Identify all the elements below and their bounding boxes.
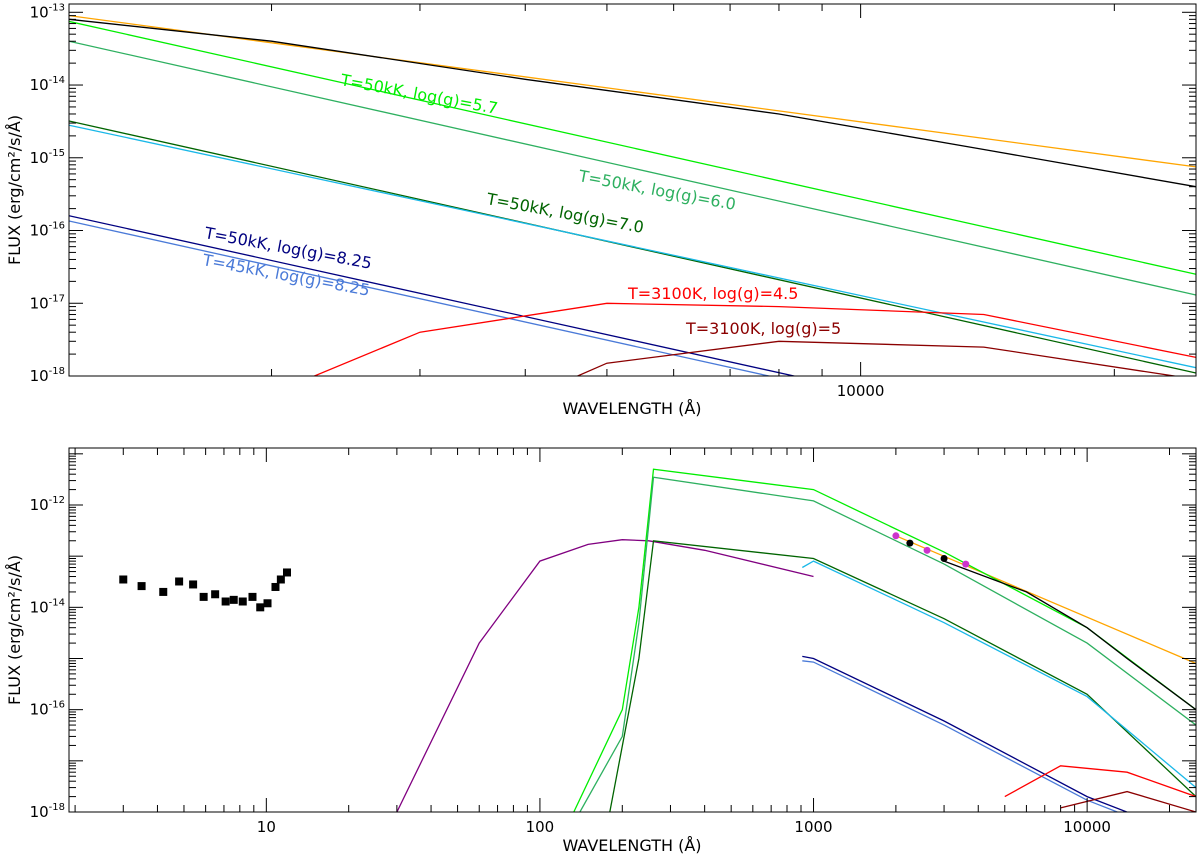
- data-point-square: [175, 577, 184, 586]
- y-tick-base: 10: [30, 496, 49, 514]
- data-point-square: [271, 582, 280, 591]
- data-point-square: [221, 597, 230, 606]
- series-line-0-8: [575, 340, 1179, 376]
- data-point-square: [189, 580, 198, 589]
- y-tick-base: 10: [30, 3, 49, 21]
- series-line-1-9: [1060, 790, 1196, 812]
- series-line-1-0: [396, 539, 814, 812]
- data-point-square: [159, 587, 168, 596]
- y-tick-base: 10: [30, 149, 49, 167]
- series-line-0-0: [69, 14, 1196, 168]
- photometry-point: [923, 546, 931, 554]
- data-point-square: [211, 590, 220, 599]
- curve-label: T=50kK, log(g)=5.7: [338, 70, 499, 118]
- y-tick-exponent: -17: [49, 293, 65, 304]
- y-tick-label: 10-18: [30, 366, 65, 385]
- y-tick-label: 10-12: [30, 495, 65, 514]
- y-tick-exponent: -15: [49, 148, 65, 159]
- curve-label: T=3100K, log(g)=5: [685, 319, 841, 338]
- y-tick-exponent: -14: [49, 597, 65, 608]
- y-tick-label: 10-16: [30, 700, 65, 719]
- series-line-1-7: [802, 660, 1120, 812]
- photometry-point: [940, 555, 948, 563]
- series-line-0-6: [69, 220, 772, 376]
- bottom-plot-frame: [68, 447, 1197, 813]
- x-tick-label: 100: [526, 818, 555, 836]
- series-line-1-2: [573, 468, 1196, 812]
- y-tick-label: 10-16: [30, 221, 65, 240]
- series-line-0-4: [69, 124, 1196, 369]
- y-tick-base: 10: [30, 222, 49, 240]
- data-point-square: [276, 575, 285, 584]
- x-tick-label: 10: [257, 818, 276, 836]
- series-line-1-10: [943, 560, 1196, 711]
- y-tick-exponent: -12: [49, 495, 65, 506]
- y-tick-label: 10-13: [30, 2, 65, 21]
- series-line-0-2: [69, 40, 1196, 296]
- series-line-0-9: [69, 18, 1196, 188]
- y-tick-base: 10: [30, 367, 49, 385]
- curve-label: T=50kK, log(g)=7.0: [484, 189, 645, 237]
- data-point-square: [199, 592, 208, 601]
- series-line-1-6: [802, 655, 1129, 812]
- data-point-square: [263, 599, 272, 608]
- series-line-0-5: [69, 215, 797, 376]
- data-point-square: [229, 595, 238, 604]
- y-tick-exponent: -18: [49, 802, 65, 813]
- y-tick-label: 10-18: [30, 802, 65, 821]
- y-tick-label: 10-17: [30, 293, 65, 312]
- photometry-point: [962, 560, 970, 568]
- x-tick-label: 1000: [794, 818, 832, 836]
- series-line-0-7: [312, 302, 1196, 376]
- y-tick-base: 10: [30, 294, 49, 312]
- bottom-y-axis-title: FLUX (erg/cm²/s/Å): [5, 555, 24, 705]
- x-tick-label: 10000: [1063, 818, 1111, 836]
- x-tick-label: 10000: [837, 382, 885, 400]
- y-tick-base: 10: [30, 76, 49, 94]
- series-line-1-8: [1004, 765, 1196, 798]
- y-tick-exponent: -16: [49, 221, 65, 232]
- photometry-point: [906, 539, 914, 547]
- y-tick-label: 10-14: [30, 75, 65, 94]
- series-line-1-3: [579, 476, 1196, 812]
- series-line-0-1: [69, 20, 1196, 275]
- y-tick-exponent: -16: [49, 700, 65, 711]
- data-point-square: [283, 568, 292, 577]
- y-tick-base: 10: [30, 598, 49, 616]
- data-point-square: [238, 597, 247, 606]
- data-point-square: [137, 582, 146, 591]
- series-line-1-4: [609, 540, 1196, 812]
- y-tick-exponent: -14: [49, 75, 65, 86]
- y-tick-base: 10: [30, 701, 49, 719]
- data-point-square: [119, 575, 128, 584]
- series-line-1-5: [801, 560, 1196, 789]
- series-line-1-1: [895, 535, 1196, 665]
- y-tick-exponent: -13: [49, 2, 65, 13]
- curve-label: T=3100K, log(g)=4.5: [627, 284, 798, 303]
- data-point-square: [256, 603, 265, 612]
- top-x-axis-title: WAVELENGTH (Å): [562, 399, 701, 418]
- photometry-point: [892, 532, 900, 540]
- y-tick-base: 10: [30, 803, 49, 821]
- top-plot-frame: [68, 3, 1197, 377]
- y-tick-label: 10-14: [30, 597, 65, 616]
- data-point-square: [248, 592, 257, 601]
- y-tick-exponent: -18: [49, 366, 65, 377]
- y-tick-label: 10-15: [30, 148, 65, 167]
- bottom-x-axis-title: WAVELENGTH (Å): [562, 836, 701, 855]
- top-y-axis-title: FLUX (erg/cm²/s/Å): [5, 115, 24, 265]
